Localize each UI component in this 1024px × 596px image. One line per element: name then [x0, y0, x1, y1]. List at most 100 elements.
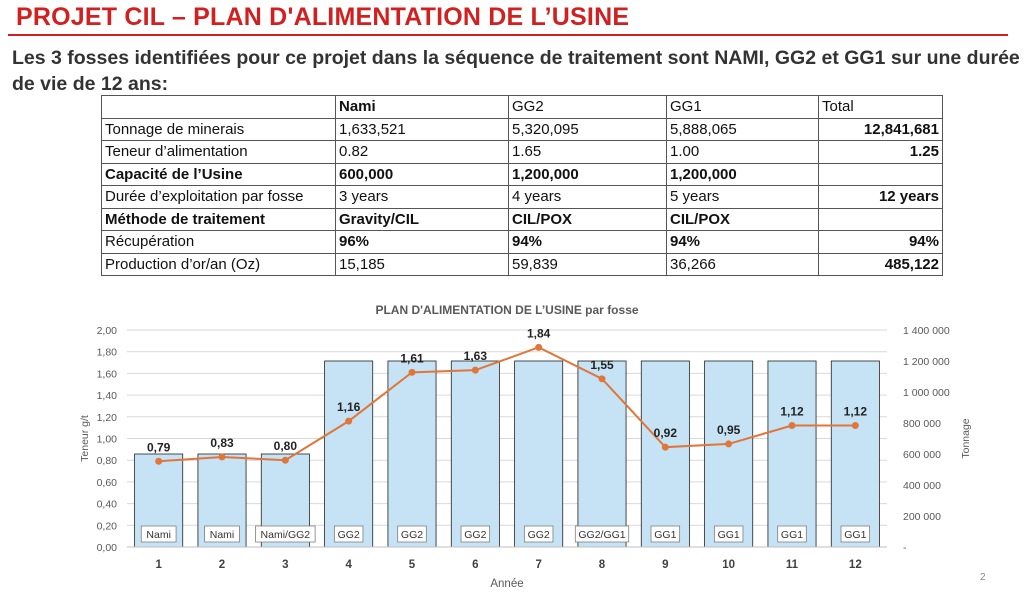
bar-label-box	[460, 525, 491, 543]
y-tick-label: 0,80	[97, 455, 118, 467]
grade-point	[598, 375, 606, 383]
table-cell: Tonnage de minerais	[101, 117, 336, 141]
bar-label-box	[840, 525, 871, 543]
table-cell: 15,185	[335, 252, 509, 276]
table-header-cell: GG2	[508, 95, 667, 119]
y2-tick-label: 600 000	[903, 449, 941, 461]
table-cell: 485,122	[818, 252, 943, 276]
x-tick-label: 11	[786, 559, 799, 571]
y-tick-label: 0,20	[97, 520, 118, 532]
grade-point	[345, 417, 353, 425]
bar-label-box	[713, 525, 744, 543]
data-label: 0,79	[147, 440, 171, 454]
table-cell: 1.25	[818, 140, 943, 164]
table-cell: 5 years	[666, 185, 819, 209]
y2-tick-label: 1 200 000	[903, 356, 950, 368]
bar-label: GG2	[338, 529, 360, 541]
data-label: 0,83	[210, 436, 234, 450]
table-cell: 12 years	[818, 185, 943, 209]
table-cell: 96%	[335, 230, 509, 254]
bar-label: GG1	[654, 529, 676, 541]
table-cell: 12,841,681	[818, 117, 943, 141]
table-cell: 1,200,000	[508, 162, 667, 186]
bar	[704, 360, 754, 548]
chart-title: PLAN D'ALIMENTATION DE L’USINE par fosse	[375, 303, 638, 317]
bar-label-box	[333, 525, 364, 543]
bar-label-box	[397, 525, 427, 543]
data-label: 0,92	[654, 426, 678, 440]
x-tick-label: 12	[849, 559, 862, 571]
table-cell: 94%	[666, 230, 819, 254]
y2-tick-label: 1 400 000	[903, 325, 950, 337]
bar	[577, 360, 627, 548]
table-row: Méthode de traitement Gravity/CIL CIL/POX C…	[101, 207, 943, 231]
grade-point	[281, 456, 289, 464]
y2-tick-label: 200 000	[903, 511, 941, 523]
grade-point	[535, 343, 543, 351]
table-row: Capacité de l’Usine 600,000 1,200,000 1,200…	[101, 162, 943, 186]
bar-label: GG2	[464, 529, 486, 541]
bar-label-box	[204, 525, 240, 543]
y-tick-label: 0,60	[97, 477, 118, 489]
table-cell: 1,633,521	[335, 117, 509, 141]
bar-label: GG1	[844, 529, 866, 541]
y2-axis-title: Tonnage	[960, 418, 972, 458]
table-header-cell: GG1	[666, 95, 819, 119]
table-cell: 59,839	[508, 252, 667, 276]
table-header-row: Nami GG2 GG1 Total	[101, 95, 943, 119]
x-tick-label: 9	[662, 559, 668, 571]
x-tick-label: 8	[599, 559, 606, 571]
table-cell: Production d’or/an (Oz)	[101, 252, 336, 276]
table-row: Teneur d’alimentation 0.82 1.65 1.00 1.25	[101, 140, 943, 164]
bar	[450, 360, 500, 548]
y2-tick-label: 400 000	[903, 480, 941, 492]
data-label: 1,63	[464, 349, 488, 363]
table-header-cell	[101, 95, 336, 119]
y2-tick-label: 800 000	[903, 418, 941, 430]
bar	[767, 360, 817, 548]
bar-label-box	[255, 525, 316, 543]
data-label: 0,95	[717, 423, 741, 437]
bar-label: Nami/GG2	[261, 529, 311, 541]
table-cell: 0.82	[335, 140, 509, 164]
table-cell: 3 years	[335, 185, 509, 209]
table-cell: Méthode de traitement	[101, 207, 336, 231]
x-tick-label: 6	[472, 559, 478, 571]
table-header-cell: Nami	[335, 95, 509, 119]
title-divider	[8, 34, 1008, 36]
table-cell: Teneur d’alimentation	[101, 140, 336, 164]
grade-point	[408, 368, 416, 376]
table-header-cell: Total	[818, 95, 943, 119]
table-cell	[818, 162, 943, 186]
bar	[640, 360, 690, 548]
data-label: 1,61	[400, 351, 424, 365]
bar-label: GG2	[401, 529, 423, 541]
data-label: 0,80	[274, 439, 298, 453]
y-tick-label: 1,00	[97, 434, 118, 446]
grade-line	[158, 346, 856, 463]
data-label: 1,84	[527, 326, 551, 340]
x-tick-label: 7	[535, 559, 541, 571]
grade-point	[661, 443, 669, 451]
grade-point	[788, 421, 796, 429]
bar	[514, 360, 564, 548]
data-label: 1,55	[590, 358, 614, 372]
grade-point	[471, 366, 479, 374]
bar-label-box	[777, 525, 807, 543]
table-cell	[818, 207, 943, 231]
slide-title: PROJET CIL – PLAN D'ALIMENTATION DE L’US…	[16, 3, 630, 31]
x-tick-label: 1	[155, 559, 162, 571]
feed-plan-chart: PLAN D'ALIMENTATION DE L’USINE par fosse…	[79, 303, 972, 590]
y-tick-label: 1,60	[97, 368, 118, 380]
summary-table: Nami GG2 GG1 Total Tonnage de minerais 1,…	[101, 95, 943, 276]
table-cell: Gravity/CIL	[335, 207, 509, 231]
y-tick-label: 2,00	[97, 325, 118, 337]
grade-point	[155, 457, 163, 465]
y-tick-label: 1,20	[97, 412, 118, 424]
bar-label: Nami	[146, 529, 171, 541]
x-tick-label: 5	[409, 559, 416, 571]
bar-label-box	[140, 525, 177, 543]
bar	[387, 360, 437, 548]
y-tick-label: 1,80	[97, 347, 118, 359]
table-row: Production d’or/an (Oz) 15,185 59,839 36,26…	[101, 252, 943, 276]
